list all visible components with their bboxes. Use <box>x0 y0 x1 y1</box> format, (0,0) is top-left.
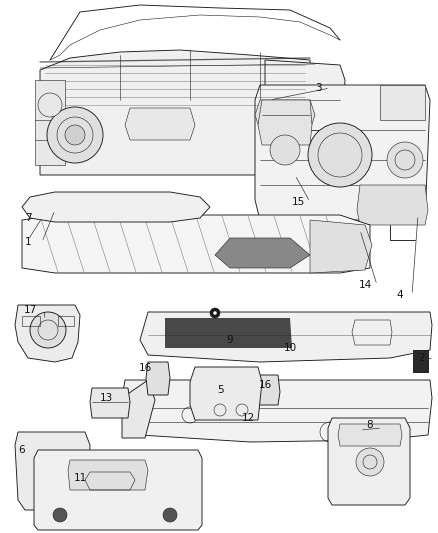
Polygon shape <box>258 100 312 145</box>
Polygon shape <box>357 185 428 225</box>
Text: 4: 4 <box>397 290 403 300</box>
Text: 14: 14 <box>358 280 371 290</box>
Polygon shape <box>380 85 425 120</box>
Polygon shape <box>338 424 402 446</box>
Circle shape <box>47 107 103 163</box>
Text: 9: 9 <box>227 335 233 345</box>
Text: 6: 6 <box>19 445 25 455</box>
Text: 11: 11 <box>74 473 87 483</box>
Text: 16: 16 <box>258 380 272 390</box>
Polygon shape <box>413 350 428 372</box>
Circle shape <box>308 123 372 187</box>
Text: 16: 16 <box>138 363 152 373</box>
Circle shape <box>30 312 66 348</box>
Circle shape <box>210 308 220 318</box>
Polygon shape <box>22 192 210 222</box>
Polygon shape <box>34 450 202 530</box>
Polygon shape <box>190 367 262 420</box>
Circle shape <box>387 142 423 178</box>
Polygon shape <box>265 60 345 160</box>
Polygon shape <box>15 432 90 510</box>
Polygon shape <box>256 375 280 405</box>
Text: 15: 15 <box>291 197 304 207</box>
Text: 7: 7 <box>25 213 31 223</box>
Polygon shape <box>310 220 372 273</box>
Text: 1: 1 <box>25 237 31 247</box>
Polygon shape <box>122 380 432 442</box>
Polygon shape <box>255 100 315 130</box>
Circle shape <box>38 93 62 117</box>
Polygon shape <box>90 388 130 418</box>
Text: 8: 8 <box>367 420 373 430</box>
Circle shape <box>213 311 217 315</box>
Polygon shape <box>255 85 430 220</box>
Text: 2: 2 <box>419 353 425 363</box>
Circle shape <box>356 448 384 476</box>
Polygon shape <box>35 80 65 165</box>
Text: 3: 3 <box>314 83 321 93</box>
Polygon shape <box>22 215 370 273</box>
Circle shape <box>65 125 85 145</box>
Polygon shape <box>215 238 310 268</box>
Text: 13: 13 <box>99 393 113 403</box>
Polygon shape <box>122 380 155 438</box>
Circle shape <box>270 135 300 165</box>
Polygon shape <box>328 418 410 505</box>
Text: 10: 10 <box>283 343 297 353</box>
Polygon shape <box>140 312 432 362</box>
Text: 17: 17 <box>23 305 37 315</box>
Polygon shape <box>15 305 80 362</box>
Polygon shape <box>165 318 292 348</box>
Polygon shape <box>68 460 148 490</box>
Circle shape <box>53 508 67 522</box>
Polygon shape <box>146 362 170 395</box>
Circle shape <box>163 508 177 522</box>
Polygon shape <box>40 50 310 175</box>
Polygon shape <box>125 108 195 140</box>
Text: 12: 12 <box>241 413 254 423</box>
Text: 5: 5 <box>217 385 223 395</box>
